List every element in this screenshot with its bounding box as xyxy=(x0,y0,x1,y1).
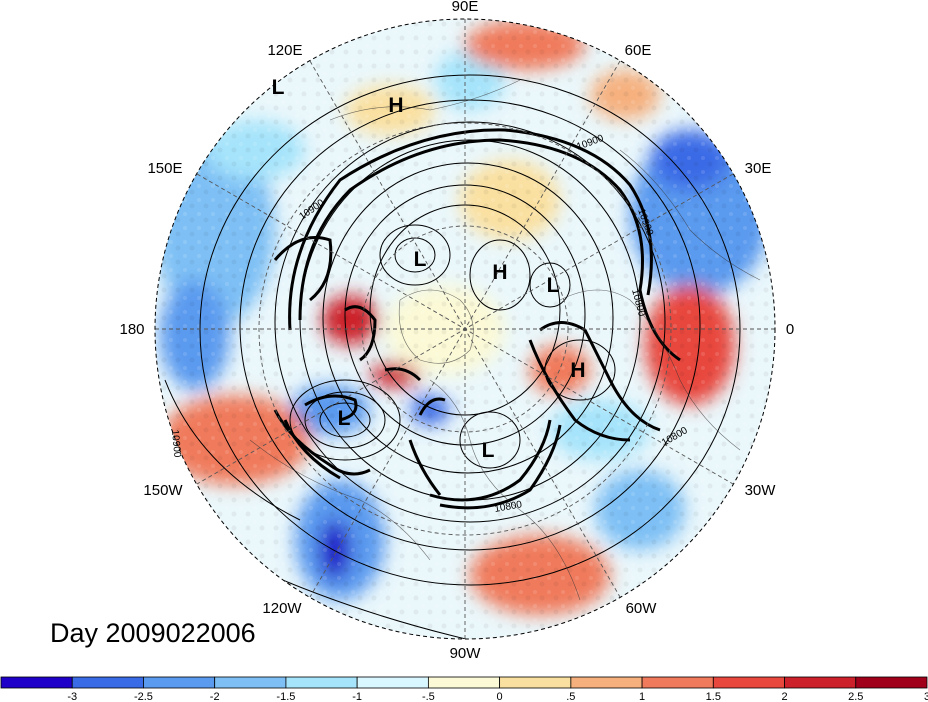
colorbar-tick-label: .5 xyxy=(566,691,575,702)
colorbar-box xyxy=(143,676,216,689)
longitude-labels: 90E 60E 30E 0 30W 60W 90W 120W 150W 180 … xyxy=(119,0,794,662)
lon-label-180: 180 xyxy=(119,321,144,338)
contour-label: 10800 xyxy=(494,499,524,515)
low-center: L xyxy=(482,439,495,462)
pressure-centers: L H L H L H L L xyxy=(272,76,586,462)
low-center: L xyxy=(547,274,560,297)
high-center: H xyxy=(492,261,507,284)
colorbar-tick-label: 1 xyxy=(639,691,645,702)
lon-label-60w: 60W xyxy=(626,600,658,617)
colorbar-box xyxy=(427,676,501,689)
map-boundary xyxy=(154,18,776,640)
colorbar-box xyxy=(855,676,928,689)
lon-label-90w: 90W xyxy=(450,645,482,662)
lon-label-150e: 150E xyxy=(147,160,182,177)
colorbar-box xyxy=(499,676,572,689)
colorbar-box xyxy=(784,676,857,689)
colorbar-tick-label: -3 xyxy=(67,691,77,702)
colorbar-tick-label: 3 xyxy=(924,691,928,702)
colorbar-boxes xyxy=(0,676,928,689)
colorbar-box xyxy=(0,676,73,689)
colorbar-box xyxy=(712,676,785,689)
colorbar-tick-label: 0 xyxy=(497,691,503,702)
contour-label: 10900 xyxy=(169,429,182,458)
polar-map: 90E 60E 30E 0 30W 60W 90W 120W 150W 180 … xyxy=(119,0,794,662)
lon-label-30e: 30E xyxy=(745,160,772,177)
colorbar: -3 -2.5 -2 -1.5 -1 -.5 0 .5 1 1.5 2 2.5 3 xyxy=(0,676,928,702)
low-center: L xyxy=(414,248,427,271)
colorbar-tick-label: -.5 xyxy=(422,691,435,702)
colorbar-tick-label: -1.5 xyxy=(276,691,295,702)
lon-label-30w: 30W xyxy=(745,482,777,499)
colorbar-box xyxy=(641,676,714,689)
colorbar-tick-label: -2.5 xyxy=(134,691,153,702)
colorbar-tick-label: 1.5 xyxy=(706,691,721,702)
colorbar-box xyxy=(285,676,358,689)
coastlines xyxy=(249,79,761,601)
colorbar-box xyxy=(214,676,287,689)
colorbar-box xyxy=(570,676,643,689)
colorbar-box xyxy=(71,676,144,689)
colorbar-tick-label: 2.5 xyxy=(848,691,863,702)
colorbar-tick-label: 2 xyxy=(781,691,787,702)
lon-label-90e: 90E xyxy=(452,0,479,15)
high-center: H xyxy=(570,359,585,382)
lon-label-120e: 120E xyxy=(267,42,302,59)
lon-label-150w: 150W xyxy=(143,482,183,499)
colorbar-ticks: -3 -2.5 -2 -1.5 -1 -.5 0 .5 1 1.5 2 2.5 3 xyxy=(67,691,928,702)
colorbar-box xyxy=(356,676,429,689)
colorbar-tick-label: -1 xyxy=(352,691,362,702)
colorbar-tick-label: -2 xyxy=(210,691,220,702)
date-title: Day 2009022006 xyxy=(50,618,256,648)
lon-label-120w: 120W xyxy=(262,600,302,617)
low-center: L xyxy=(272,76,285,99)
lon-label-60e: 60E xyxy=(625,42,652,59)
graticule xyxy=(155,19,775,639)
lon-label-0: 0 xyxy=(786,321,794,338)
high-center: H xyxy=(388,94,403,117)
low-center: L xyxy=(338,407,351,430)
height-contours xyxy=(159,74,771,639)
